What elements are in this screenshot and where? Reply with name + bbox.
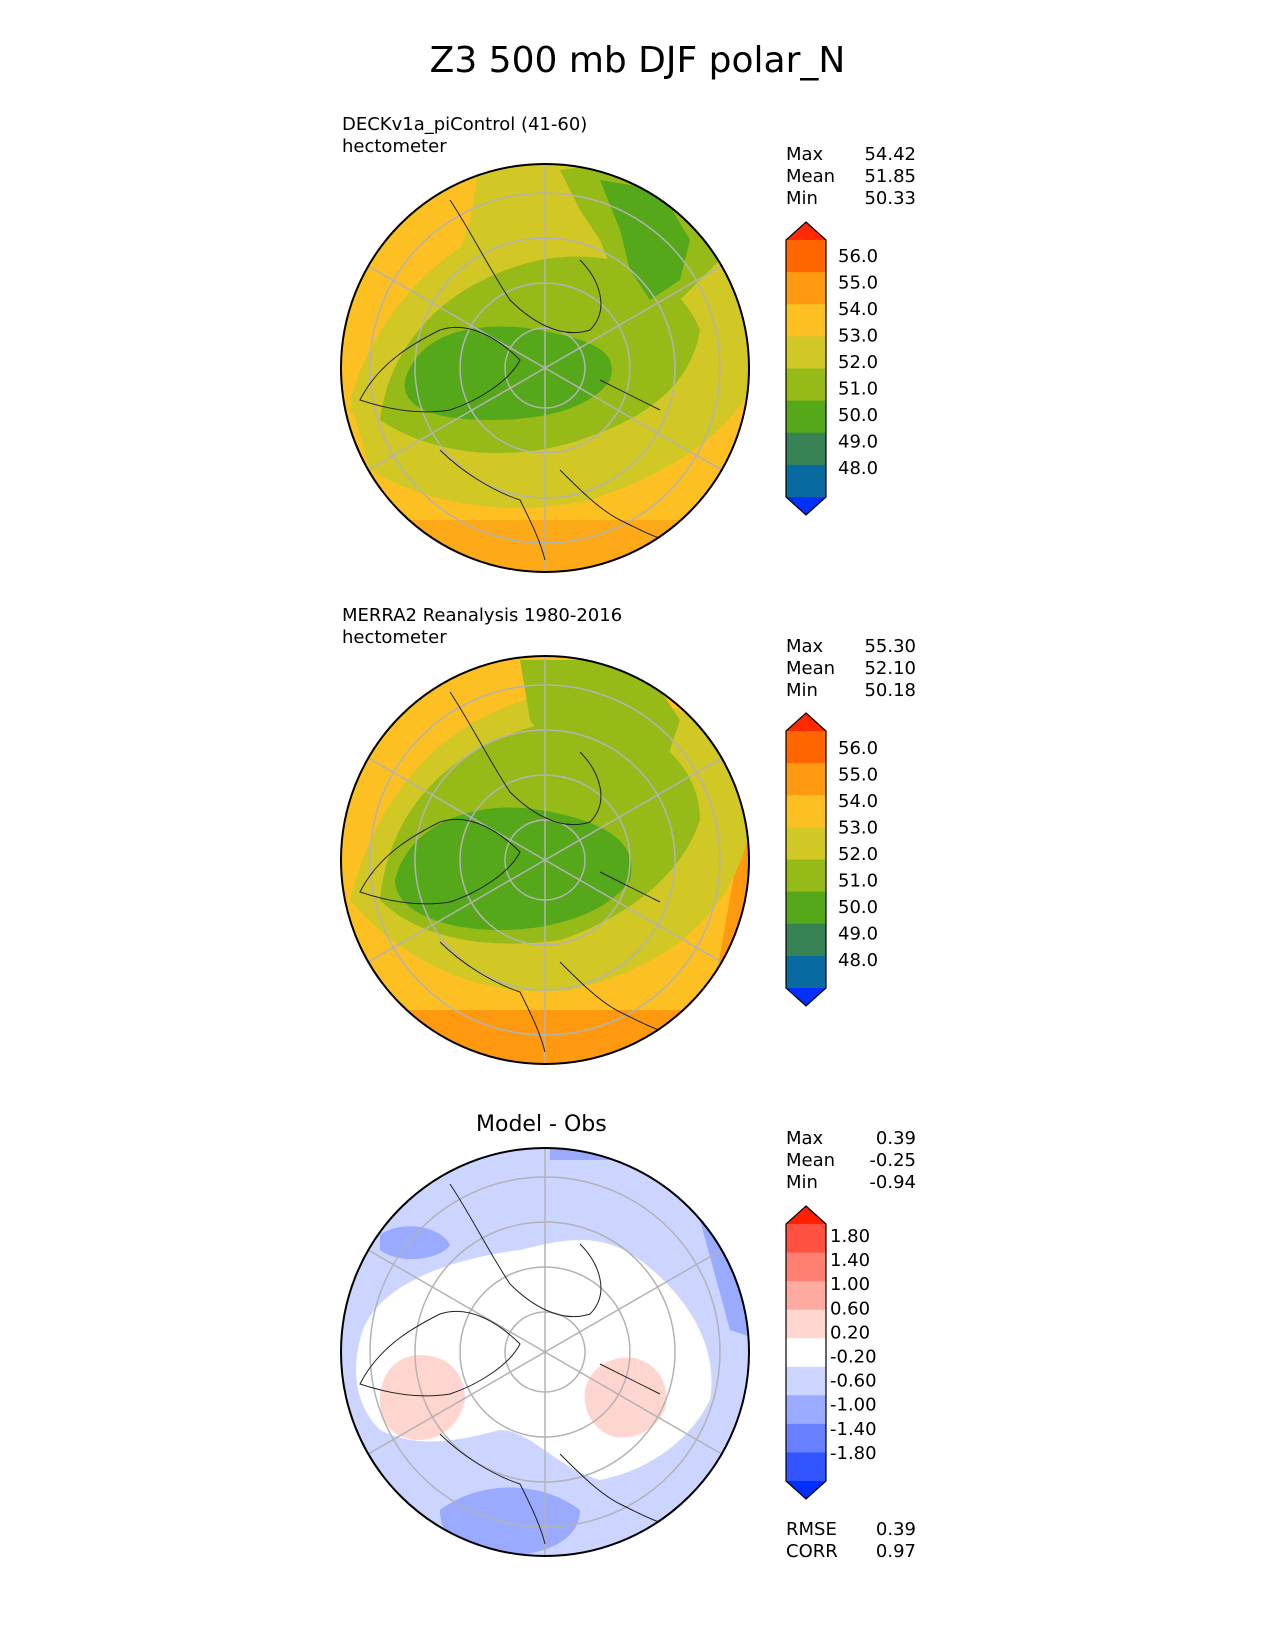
colorbar-segment	[786, 827, 826, 860]
colorbar-tick-label: 1.00	[830, 1274, 870, 1295]
panel-2-stat-max: Max 55.30	[786, 636, 916, 657]
panel-2-case-name: MERRA2 Reanalysis 1980-2016	[342, 605, 623, 626]
colorbar-segment	[786, 368, 826, 402]
colorbar-segment	[786, 763, 826, 796]
colorbar-segment	[786, 1281, 826, 1311]
colorbar-tick-label: 52.0	[838, 352, 878, 373]
colorbar-segment	[786, 272, 826, 305]
colorbar-tick-label: 55.0	[838, 765, 878, 786]
colorbar-segment	[786, 795, 826, 828]
colorbar-extend-bottom	[786, 1481, 826, 1499]
panel-3-stats: Max 0.39 Mean -0.25 Min -0.94	[786, 1128, 916, 1194]
panel-2-label: MERRA2 Reanalysis 1980-2016 hectometer	[342, 605, 622, 649]
colorbar-segment	[786, 336, 826, 369]
colorbar-segment	[786, 1395, 826, 1425]
colorbar-segment	[786, 304, 826, 337]
colorbar-tick-label: 56.0	[838, 738, 878, 759]
panel-3-stat-corr: CORR 0.97	[786, 1541, 916, 1562]
colorbar-segment	[786, 1452, 826, 1482]
colorbar-segment	[786, 1366, 826, 1396]
colorbar-tick-label: 54.0	[838, 791, 878, 812]
colorbar-segment	[786, 432, 826, 466]
colorbar-extend-bottom	[786, 988, 826, 1006]
colorbar-segment	[786, 240, 826, 273]
colorbar-extend-bottom	[786, 497, 826, 515]
colorbar-extend-top	[786, 222, 826, 240]
colorbar-segment	[786, 1224, 826, 1254]
colorbar-tick-label: 1.80	[830, 1226, 870, 1247]
panel-1-stats: Max 54.42 Mean 51.85 Min 50.33	[786, 144, 916, 210]
colorbar-tick-label: 48.0	[838, 950, 878, 971]
colorbar-tick-label: 48.0	[838, 458, 878, 479]
panel-3-stat-min: Min -0.94	[786, 1172, 916, 1193]
colorbar-segment	[786, 731, 826, 764]
panel-2-colorbar: 56.0 55.0 54.0 53.0 52.0 51.0 50.0 49.0 48.0	[785, 712, 878, 1007]
panel-3-colorbar: 1.80 1.40 1.00 0.60 0.20 -0.20 -0.60 -1.00 -1.40…	[785, 1205, 877, 1500]
colorbar-tick-label: -1.40	[830, 1419, 877, 1440]
colorbar-tick-label: 53.0	[838, 818, 878, 839]
figure-title: Z3 500 mb DJF polar_N	[429, 40, 846, 81]
panel-3-stat-rmse: RMSE 0.39	[786, 1519, 916, 1540]
colorbar-segment	[786, 1338, 826, 1368]
colorbar-tick-label: 0.20	[830, 1322, 870, 1343]
colorbar-segment	[786, 1423, 826, 1453]
colorbar-tick-label: 1.40	[830, 1250, 870, 1271]
colorbar-segment	[786, 859, 826, 893]
colorbar-tick-label: 51.0	[838, 379, 878, 400]
panel-1-stat-mean: Mean 51.85	[786, 166, 916, 187]
panel-2-stats: Max 55.30 Mean 52.10 Min 50.18	[786, 636, 916, 702]
colorbar-extend-top	[786, 1206, 826, 1224]
panel-1-units: hectometer	[342, 136, 447, 157]
panel-2-map	[340, 655, 750, 1065]
colorbar-tick-label: 49.0	[838, 432, 878, 453]
colorbar-tick-label: 0.60	[830, 1298, 870, 1319]
colorbar-tick-label: -1.00	[830, 1395, 877, 1416]
colorbar-tick-label: 50.0	[838, 405, 878, 426]
colorbar-tick-label: -1.80	[830, 1443, 877, 1464]
colorbar-segment	[786, 891, 826, 925]
colorbar-tick-label: 53.0	[838, 326, 878, 347]
panel-2-stat-mean: Mean 52.10	[786, 658, 916, 679]
colorbar-tick-label: 54.0	[838, 299, 878, 320]
colorbar-tick-label: -0.20	[830, 1347, 877, 1368]
panel-1-label: DECKv1a_piControl (41-60) hectometer	[342, 114, 587, 158]
colorbar-tick-label: 51.0	[838, 871, 878, 892]
panel-3-stat-mean: Mean -0.25	[786, 1150, 916, 1171]
colorbar-tick-label: 56.0	[838, 246, 878, 267]
panel-1-colorbar: 56.0 55.0 54.0 53.0 52.0 51.0 50.0 49.0 48.0	[785, 221, 878, 516]
colorbar-segment	[786, 955, 826, 989]
panel-2-stat-min: Min 50.18	[786, 680, 916, 701]
colorbar-tick-label: -0.60	[830, 1371, 877, 1392]
colorbar-segment	[786, 1252, 826, 1282]
colorbar-outline	[785, 221, 827, 516]
panel-3-stat-max: Max 0.39	[786, 1128, 916, 1149]
panel-1-stat-min: Min 50.33	[786, 188, 916, 209]
colorbar-outline	[785, 1205, 827, 1500]
colorbar-segment	[786, 1309, 826, 1339]
colorbar-segment	[786, 400, 826, 434]
colorbar-tick-label: 52.0	[838, 844, 878, 865]
colorbar-tick-label: 49.0	[838, 924, 878, 945]
colorbar-tick-label: 55.0	[838, 273, 878, 294]
colorbar-tick-label: 50.0	[838, 897, 878, 918]
colorbar-segment	[786, 923, 826, 957]
panel-3-map	[340, 1147, 750, 1557]
panel-3-title: Model - Obs	[476, 1112, 607, 1137]
panel-1-map	[340, 163, 750, 573]
colorbar-extend-top	[786, 713, 826, 731]
colorbar-outline	[785, 712, 827, 1007]
colorbar-segment	[786, 464, 826, 498]
panel-3-footer-stats: RMSE 0.39 CORR 0.97	[786, 1519, 916, 1563]
panel-1-stat-max: Max 54.42	[786, 144, 916, 165]
panel-1-case-name: DECKv1a_piControl (41-60)	[342, 114, 588, 135]
panel-2-units: hectometer	[342, 627, 447, 648]
